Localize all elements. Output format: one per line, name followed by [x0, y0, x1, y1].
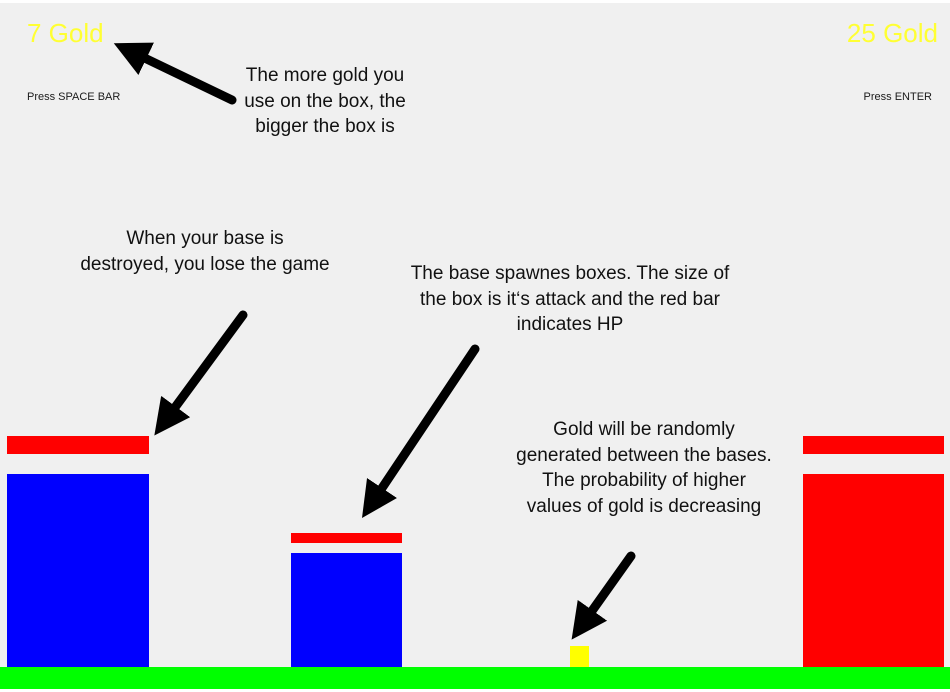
spawn-annotation: The base spawnes boxes. The size of the … [410, 263, 730, 335]
arrow-icon [361, 344, 480, 518]
enemy-base [803, 474, 944, 667]
left-gold-counter: 7 Gold [27, 18, 104, 48]
ground [0, 667, 950, 689]
random-gold-annotation: Gold will be randomly generated between … [516, 419, 772, 517]
arrow-icon [113, 42, 237, 105]
player-base-hp-bar [7, 436, 149, 454]
enemy-base-hp-bar [803, 436, 944, 454]
base-annotation: When your base is destroyed, you lose th… [80, 228, 330, 275]
player-base [7, 474, 149, 667]
arrow-icon [571, 551, 636, 640]
arrow-icon [154, 310, 248, 436]
box-hp-bar [291, 533, 402, 543]
gold-coin [570, 646, 589, 667]
right-gold-counter: 25 Gold [846, 18, 938, 48]
gold-annotation: The more gold you use on the box, the bi… [244, 65, 406, 137]
left-control-hint: Press SPACE BAR [27, 91, 121, 103]
right-control-hint: Press ENTER [863, 91, 932, 103]
spawned-box [291, 553, 402, 667]
